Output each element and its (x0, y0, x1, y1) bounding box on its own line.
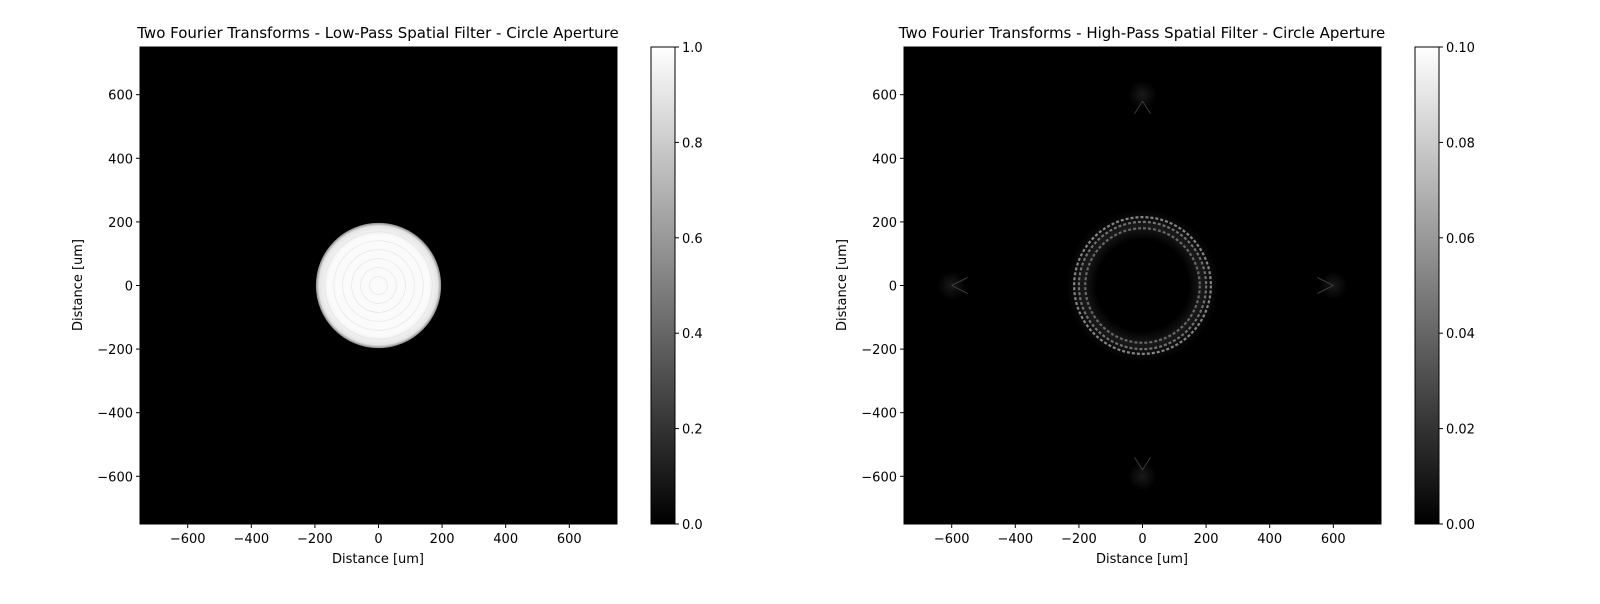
x-axis-label: Distance [um] (1096, 552, 1188, 567)
y-tick-label: −600 (97, 470, 133, 485)
diffraction-ring (342, 249, 415, 322)
diffraction-ring (333, 240, 424, 331)
colorbar-tick-label: 0.00 (1446, 518, 1475, 533)
y-axis-label: Distance [um] (835, 239, 850, 331)
y-tick-label: 400 (108, 152, 133, 167)
x-axis-ticks: −600 −400 −200 0 200 400 600 (934, 524, 1346, 547)
colorbar-ticks: 0.00 0.02 0.04 0.06 0.08 0.10 (1439, 41, 1475, 533)
ring-halo (1066, 209, 1219, 362)
diffraction-ring (369, 276, 388, 295)
y-axis-ticks: −600 −400 −200 0 200 400 600 (861, 89, 904, 485)
side-lobe (1128, 461, 1157, 491)
y-tick-label: −200 (97, 343, 133, 358)
side-lobe-streak (951, 277, 968, 294)
colorbar-tick-label: 0.2 (682, 423, 703, 438)
y-tick-label: 600 (872, 89, 897, 104)
y-tick-label: −400 (861, 407, 897, 422)
low-pass-panel: Two Fourier Transforms - Low-Pass Spatia… (71, 24, 703, 567)
side-lobe (1128, 80, 1157, 110)
colorbar-tick-label: 0.8 (682, 136, 703, 151)
colorbar-ticks: 0.0 0.2 0.4 0.6 0.8 1.0 (675, 41, 703, 533)
colorbar-tick-label: 0.08 (1446, 136, 1475, 151)
x-tick-label: 600 (1321, 532, 1346, 547)
x-tick-label: 0 (1138, 532, 1146, 547)
x-tick-label: 200 (430, 532, 455, 547)
diffraction-ring (360, 267, 397, 304)
colorbar (1414, 46, 1440, 525)
colorbar-tick-label: 0.6 (682, 232, 703, 247)
colorbar-tick-label: 0.0 (682, 518, 703, 533)
image-features (937, 80, 1348, 491)
x-tick-label: −200 (1061, 532, 1097, 547)
x-tick-label: 400 (493, 532, 518, 547)
colorbar-tick-label: 0.06 (1446, 232, 1475, 247)
x-tick-label: −400 (997, 532, 1033, 547)
colorbar-tick-label: 0.4 (682, 327, 703, 342)
y-tick-label: 400 (872, 152, 897, 167)
side-lobe-streak (1134, 456, 1151, 471)
y-tick-label: 0 (889, 280, 897, 295)
side-lobe-streak (1134, 100, 1151, 115)
diffraction-ring (351, 258, 406, 313)
diffraction-ring (324, 231, 433, 340)
y-tick-label: −600 (861, 470, 897, 485)
y-tick-label: −400 (97, 407, 133, 422)
y-tick-label: 200 (108, 216, 133, 231)
chart-title: Two Fourier Transforms - Low-Pass Spatia… (136, 24, 619, 42)
y-tick-label: −200 (861, 343, 897, 358)
aperture-disk (315, 222, 442, 349)
x-tick-label: 600 (557, 532, 582, 547)
y-axis-label: Distance [um] (71, 239, 86, 331)
x-tick-label: −600 (170, 532, 206, 547)
colorbar-tick-label: 0.10 (1446, 41, 1475, 56)
side-lobe-streak (1317, 277, 1334, 294)
x-tick-label: −400 (233, 532, 269, 547)
x-tick-label: −200 (297, 532, 333, 547)
high-pass-panel: Two Fourier Transforms - High-Pass Spati… (835, 24, 1475, 567)
y-tick-label: 600 (108, 89, 133, 104)
image-features (315, 222, 442, 349)
y-axis-ticks: −600 −400 −200 0 200 400 600 (97, 89, 140, 485)
chart-title: Two Fourier Transforms - High-Pass Spati… (898, 24, 1385, 42)
colorbar-tick-label: 1.0 (682, 41, 703, 56)
x-axis-ticks: −600 −400 −200 0 200 400 600 (170, 524, 582, 547)
x-tick-label: 200 (1194, 532, 1219, 547)
colorbar-tick-label: 0.02 (1446, 423, 1475, 438)
colorbar-tick-label: 0.04 (1446, 327, 1475, 342)
x-tick-label: −600 (934, 532, 970, 547)
x-tick-label: 400 (1257, 532, 1282, 547)
x-axis-label: Distance [um] (332, 552, 424, 567)
colorbar (650, 46, 676, 525)
y-tick-label: 200 (872, 216, 897, 231)
x-tick-label: 0 (374, 532, 382, 547)
y-tick-label: 0 (125, 280, 133, 295)
